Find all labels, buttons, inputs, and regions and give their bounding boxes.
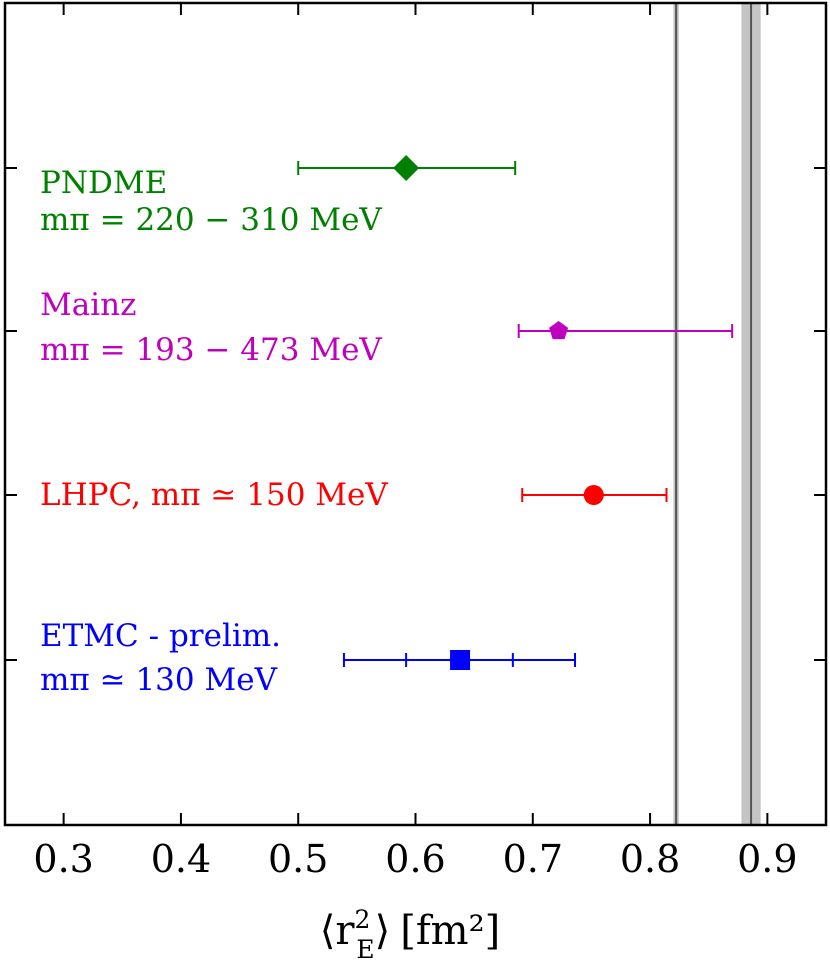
x-tick-label-0.3: 0.3 xyxy=(33,837,93,881)
x-axis-label-close: ⟩ xyxy=(375,908,391,954)
x-axis-label-sub: E xyxy=(356,935,374,960)
etmc-prelim-marker xyxy=(450,650,471,670)
etmc-prelim-label-line-1: ETMC - prelim. xyxy=(40,618,281,654)
lhpc-marker xyxy=(583,485,604,505)
series-pndme xyxy=(297,155,517,181)
x-tick-label-0.9: 0.9 xyxy=(737,837,797,881)
pndme-marker xyxy=(393,155,420,181)
x-axis-label: ⟨r2 E⟩ [fm²] xyxy=(320,905,500,960)
data-series xyxy=(297,155,734,670)
series-lhpc xyxy=(521,485,668,505)
mainz-label-line-2: mπ = 193 − 473 MeV xyxy=(40,332,382,368)
axis-ticks: 0.3 0.4 0.5 0.6 0.7 0.8 0.9 xyxy=(5,3,826,881)
pndme-label-line-1: PNDME xyxy=(40,165,167,201)
mainz-marker xyxy=(549,321,569,340)
x-axis-label-r: r xyxy=(335,908,355,954)
etmc-prelim-label-line-2: mπ ≃ 130 MeV xyxy=(40,662,278,698)
x-tick-label-0.8: 0.8 xyxy=(620,837,680,881)
x-tick-label-0.6: 0.6 xyxy=(385,837,445,881)
x-axis-label-open: ⟨ xyxy=(320,908,336,954)
x-tick-label-0.4: 0.4 xyxy=(151,837,211,881)
x-axis-label-unit: [fm²] xyxy=(400,908,500,954)
x-axis-label-sup: 2 xyxy=(354,905,370,934)
lhpc-label-line-1: LHPC, mπ ≃ 150 MeV xyxy=(40,477,388,513)
series-mainz xyxy=(517,321,734,340)
series-etmc-prelim xyxy=(342,650,577,670)
pndme-label-line-2: mπ = 220 − 310 MeV xyxy=(40,202,382,238)
reference-bands xyxy=(673,3,761,825)
x-tick-label-0.5: 0.5 xyxy=(268,837,328,881)
mainz-label-line-1: Mainz xyxy=(40,287,136,323)
x-tick-label-0.7: 0.7 xyxy=(503,837,563,881)
